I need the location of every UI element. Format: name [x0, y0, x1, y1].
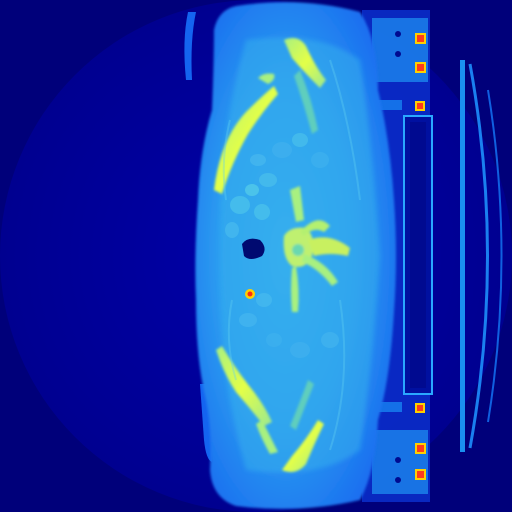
- vertebra: [283, 186, 350, 312]
- contrast-vessel: [245, 289, 255, 299]
- bowel-loops: [225, 133, 339, 358]
- bowel-gas: [242, 238, 265, 259]
- positioning-pad-top: [184, 12, 196, 80]
- pelvic-bones: [214, 38, 326, 472]
- muscle-texture: [222, 59, 361, 451]
- table-markers: [395, 31, 426, 483]
